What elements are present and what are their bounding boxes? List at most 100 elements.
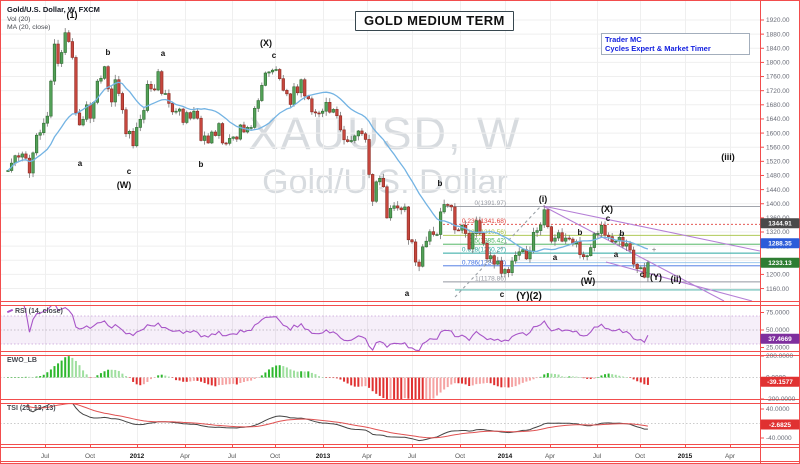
ewo-bar [403, 377, 406, 399]
candle-body [99, 78, 103, 82]
ewo-bar [157, 375, 160, 378]
chart-title-box[interactable]: GOLD MEDIUM TERM [355, 11, 514, 31]
ewo-bar [604, 374, 607, 378]
credit-line-2: Cycles Expert & Market Timer [605, 44, 711, 53]
wave-label: a [405, 289, 410, 298]
credit-box[interactable]: Trader MC Cycles Expert & Market Timer [601, 33, 750, 55]
candle-body [542, 209, 546, 226]
value-tag-text: -2.6825 [769, 422, 791, 429]
ewo-bar [636, 377, 639, 382]
ewo-bar [10, 377, 13, 378]
candle-body [181, 108, 185, 123]
tsi-pane-label[interactable]: TSI (25, 13, 13) [7, 405, 56, 412]
ewo-bar [307, 371, 310, 378]
price-tick-label: 1720.00 [766, 88, 790, 95]
wave-label: (X) [260, 38, 272, 48]
candle-body [74, 57, 78, 114]
ewo-bar [385, 377, 388, 399]
ewo-bar [418, 377, 421, 399]
candle-body [442, 204, 446, 213]
candle-body [178, 108, 182, 112]
ewo-bar [60, 360, 63, 378]
candle-body [210, 131, 214, 144]
ewo-bar [71, 357, 74, 378]
candle-body [399, 207, 403, 211]
ewo-bar [607, 373, 610, 378]
candle-body [160, 71, 164, 94]
candle-body [510, 260, 514, 273]
candle-body [535, 230, 539, 233]
ewo-bar [543, 374, 546, 378]
ewo-bar [410, 377, 413, 399]
ewo-bar [132, 377, 135, 382]
time-tick-label: Jul [408, 453, 417, 460]
value-tag: -2.6825 [760, 419, 800, 430]
fib-label: 0.236(1341.68) [462, 218, 506, 225]
ewo-pane-label[interactable]: EWO_LB [7, 357, 37, 364]
candle-body [388, 208, 393, 219]
ewo-bar [164, 375, 167, 378]
candle-body [117, 79, 121, 94]
grid-layer [0, 1, 760, 443]
time-axis[interactable]: Jul Oct 2012 Apr Jul Oct 2013 Apr Jul Oct 2014 Apr J… [41, 444, 736, 461]
candle-body [553, 237, 557, 242]
ewo-bar [475, 377, 478, 385]
wave-label: c [606, 214, 611, 223]
ewo-bar [28, 376, 31, 378]
ewo-bar [328, 377, 331, 378]
wave-label: b [438, 179, 443, 188]
candle-body [621, 237, 625, 247]
ewo-bar [582, 377, 585, 379]
candle-body [467, 233, 471, 250]
time-tick-label: Oct [85, 453, 95, 460]
trendline [605, 261, 753, 302]
time-tick-label: Jul [228, 453, 237, 460]
legend-symbol[interactable]: Gold/U.S. Dollar, W, FXCM [7, 5, 100, 14]
candle-body [124, 109, 128, 135]
candle-body [449, 204, 453, 208]
ewo-bar [621, 376, 624, 378]
ewo-bar [124, 376, 127, 378]
candle-body [556, 232, 561, 239]
time-tick-label: Apr [362, 453, 373, 460]
ewo-bar [289, 369, 292, 378]
ewo-bar [192, 377, 195, 381]
candle-body [313, 111, 318, 114]
ewo-bar [343, 377, 346, 382]
price-axis[interactable]: 1160.001200.001240.001280.001320.001360.… [760, 17, 796, 442]
candle-body [138, 118, 142, 128]
rsi-pane-label[interactable]: RSI (14, close) [6, 308, 63, 315]
legend-ma[interactable]: MA (20, close) [7, 24, 51, 31]
indicator-tick-label: 50.0000 [766, 327, 790, 334]
ewo-bar [325, 377, 328, 378]
candle-body [431, 231, 436, 235]
candle-body [42, 122, 46, 134]
time-tick-label: 2013 [316, 453, 331, 460]
wave-label: a [78, 159, 83, 168]
ewo-bar [278, 365, 281, 378]
ewo-bar [64, 357, 67, 378]
value-tag-text: 1233.13 [768, 260, 792, 267]
price-tick-label: 1920.00 [766, 17, 790, 24]
wave-label: b [199, 160, 204, 169]
ewo-bar [439, 377, 442, 393]
candle-body [417, 261, 421, 267]
ewo-bar [536, 377, 539, 379]
ewo-bar [171, 377, 174, 378]
ewo-bar [346, 377, 349, 384]
legend-volume[interactable]: Vol (20) [7, 16, 31, 23]
ewo-bar [282, 366, 285, 378]
ewo-bar [99, 373, 102, 378]
rsi-pane [23, 306, 649, 351]
ewo-bar [339, 377, 342, 380]
candle-body [503, 269, 507, 274]
candle-body [217, 123, 221, 136]
ewo-bar [629, 377, 632, 378]
candle-body [228, 138, 232, 144]
ewo-bar [293, 370, 295, 378]
ewo-bar [300, 371, 303, 378]
ewo-bar [611, 374, 614, 378]
candle-body [524, 249, 528, 260]
ewo-bar [643, 377, 646, 385]
